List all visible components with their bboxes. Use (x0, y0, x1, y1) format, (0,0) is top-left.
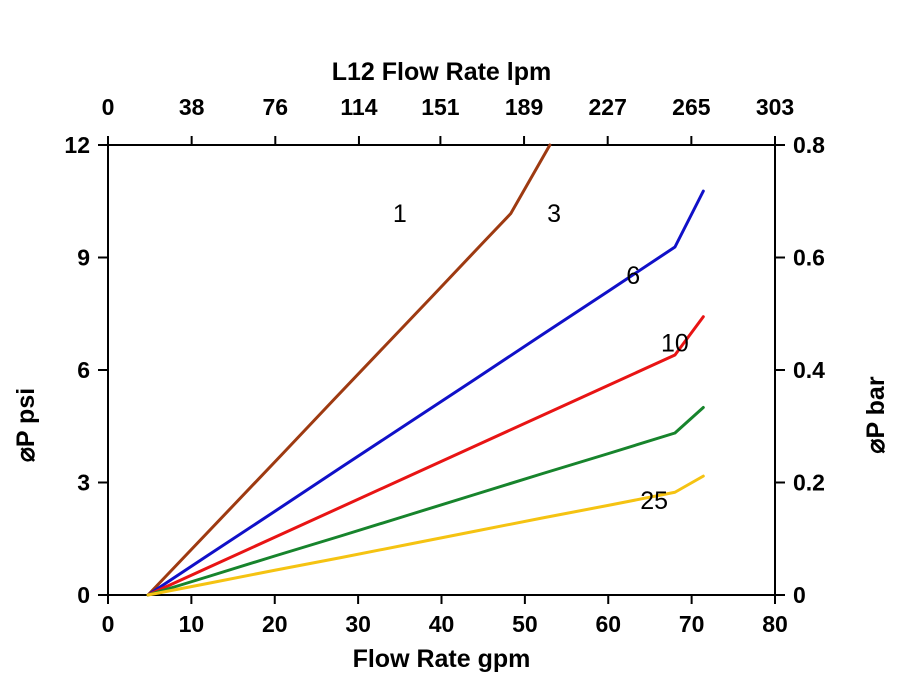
x2-tick-label: 265 (672, 94, 711, 120)
series-label-3: 3 (547, 200, 561, 228)
series-label-6: 6 (626, 262, 640, 290)
y-tick-label: 6 (77, 357, 90, 383)
series-label-25: 25 (640, 487, 668, 515)
x-axis-title: Flow Rate gpm (353, 645, 531, 673)
x2-tick-label: 189 (505, 94, 543, 120)
x2-tick-label: 227 (589, 94, 627, 120)
series-line-25 (146, 474, 705, 597)
x2-tick-label: 38 (179, 94, 205, 120)
series-labels: 1 3 6 10 25 (393, 200, 689, 515)
x-tick-label: 10 (179, 611, 205, 637)
y-tick-label: 0 (77, 582, 90, 608)
y2-tick-label: 0.8 (793, 132, 825, 158)
x2-tick-label: 114 (340, 94, 377, 120)
x2-tick-label: 151 (421, 94, 460, 120)
y-tick-label: 9 (77, 245, 90, 271)
x-tick-label: 40 (429, 611, 455, 637)
x2-tick-label: 0 (102, 94, 115, 120)
series-line-10 (146, 406, 705, 597)
y-axis-title: ⌀P psi (12, 388, 40, 462)
y-axis-left: 0 3 6 9 12 ⌀P psi (12, 132, 108, 608)
y-tick-label: 3 (77, 470, 90, 496)
series-label-10: 10 (661, 329, 689, 357)
x2-tick-label: 76 (263, 94, 289, 120)
x-tick-label: 30 (345, 611, 371, 637)
y2-tick-label: 0.2 (793, 470, 825, 496)
plot-frame (107, 144, 776, 596)
x-tick-label: 70 (679, 611, 705, 637)
series-label-1: 1 (393, 200, 407, 228)
x-axis-top: 0 38 76 114 151 189 227 265 303 L12 Flow Rate lpm (102, 58, 794, 145)
x-tick-label: 80 (762, 611, 788, 637)
x-tick-label: 50 (512, 611, 538, 637)
x2-axis-title: L12 Flow Rate lpm (332, 58, 551, 86)
x2-tick-label: 303 (756, 94, 794, 120)
y-tick-label: 12 (64, 132, 90, 158)
y2-tick-label: 0.4 (793, 357, 825, 383)
x-axis-bottom: 0 10 20 30 40 50 60 70 80 Flow Rate gpm (102, 595, 788, 673)
x-tick-label: 60 (595, 611, 621, 637)
series-line-1 (146, 143, 552, 597)
series-group (146, 143, 705, 597)
x-tick-label: 20 (262, 611, 288, 637)
y2-tick-label: 0.6 (793, 245, 825, 271)
y-axis-right: 0 0.2 0.4 0.6 0.8 ⌀P bar (775, 132, 890, 608)
y2-tick-label: 0 (793, 582, 806, 608)
series-line-3 (146, 189, 705, 597)
x-tick-label: 0 (102, 611, 115, 637)
series-line-6 (146, 315, 705, 597)
y2-axis-title: ⌀P bar (862, 376, 890, 453)
